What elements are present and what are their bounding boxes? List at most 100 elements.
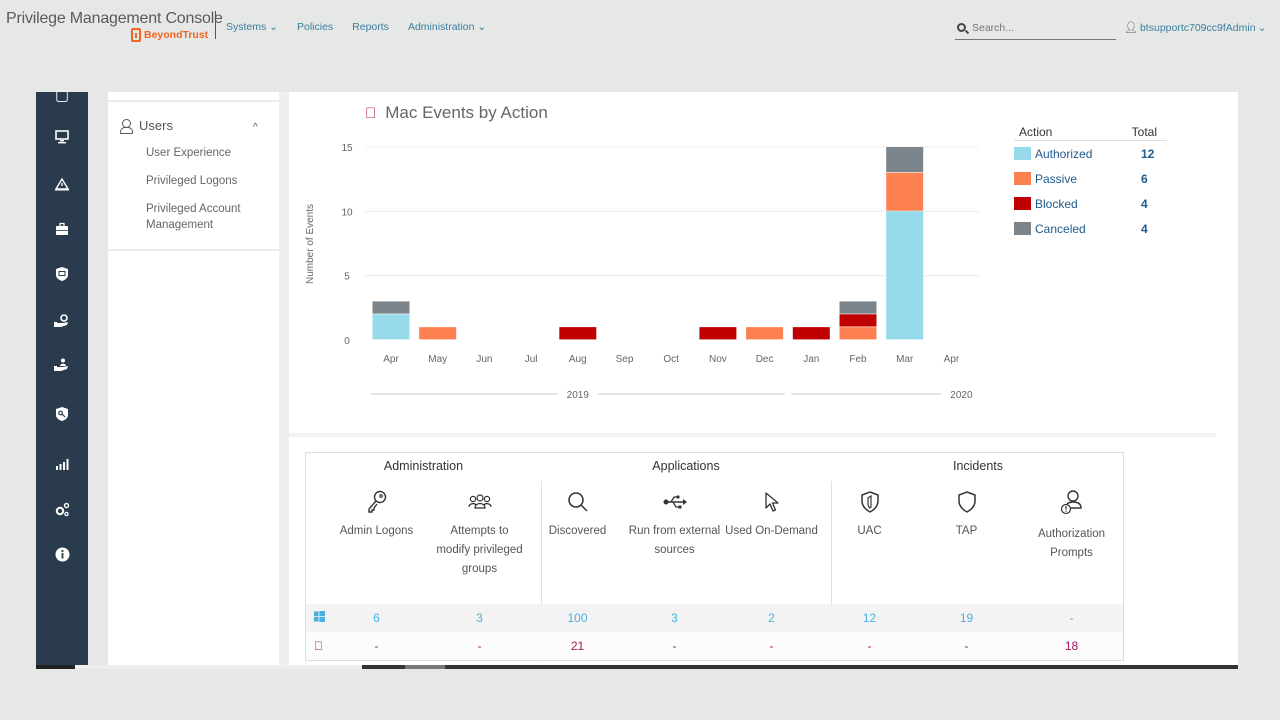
nav-policies[interactable]: Policies	[296, 21, 334, 33]
x-tick-label: Nov	[709, 354, 727, 365]
metric-uac[interactable]: UAC	[822, 489, 917, 541]
metric-authorization-prompts[interactable]: Authorization Prompts	[1024, 489, 1119, 563]
group-icon	[432, 489, 527, 515]
mac-value[interactable]: -	[867, 639, 872, 653]
nav-administration[interactable]: Administration ⌄	[407, 21, 487, 33]
group-applications: Applications	[652, 459, 720, 473]
briefcase-icon[interactable]	[36, 222, 88, 242]
windows-value[interactable]: 3	[671, 611, 678, 625]
mac-value[interactable]: -	[769, 639, 774, 653]
x-tick-label: Feb	[849, 354, 867, 365]
nav-reports[interactable]: Reports	[352, 21, 389, 33]
search-input[interactable]	[972, 21, 1102, 34]
computer-icon[interactable]	[36, 130, 88, 150]
main-content:  Mac Events by Action 0 5 10 15 Number of E…	[289, 92, 1238, 665]
search-box[interactable]	[955, 16, 1116, 40]
hand-user-icon[interactable]	[36, 358, 88, 378]
mac-value[interactable]: 18	[1064, 639, 1079, 653]
users-section-title: Users	[139, 118, 173, 133]
windows-value[interactable]: 19	[959, 611, 974, 625]
windows-value[interactable]: 2	[768, 611, 775, 625]
user-menu[interactable]: 👤︎ btsupportc709cc9fAdmin ⌄	[1124, 21, 1267, 35]
bar-segment-authorized	[372, 314, 410, 340]
metric-label: TAP	[955, 525, 978, 537]
mac-value[interactable]: -	[374, 639, 379, 653]
year-label: 2019	[567, 390, 590, 401]
legend-item-canceled[interactable]: Canceled 4	[1014, 216, 1167, 241]
x-tick-label: Apr	[944, 354, 960, 365]
nav-pam-line1: Privileged Account	[146, 203, 241, 215]
horizontal-scrollbar[interactable]	[362, 665, 1238, 669]
bar-segment-passive	[886, 172, 924, 211]
nav-systems[interactable]: Systems ⌄	[226, 21, 278, 33]
metric-used-on-demand[interactable]: Used On-Demand	[724, 489, 819, 541]
bar-segment-blocked	[792, 327, 830, 340]
bar-segment-passive	[419, 327, 457, 340]
chevron-up-icon[interactable]: ^	[253, 122, 258, 133]
legend-item-passive[interactable]: Passive 6	[1014, 166, 1167, 191]
metric-label: UAC	[857, 525, 882, 537]
user-name[interactable]: btsupportc709cc9fAdmin	[1139, 21, 1256, 34]
home-icon[interactable]: ▢	[54, 87, 70, 104]
scrollbar-thumb[interactable]	[405, 665, 445, 669]
shield-key-icon[interactable]	[36, 406, 88, 428]
metric-label: Discovered	[548, 525, 607, 537]
legend-item-blocked[interactable]: Blocked 4	[1014, 191, 1167, 216]
nav-privileged-account-management[interactable]: Privileged Account Management	[146, 201, 241, 233]
chevron-down-icon: ⌄	[1257, 21, 1267, 34]
metric-tap[interactable]: TAP	[919, 489, 1014, 541]
windows-value[interactable]: 12	[862, 611, 877, 625]
beyondtrust-logo-icon	[131, 28, 141, 42]
chart-title-text: Mac Events by Action	[374, 103, 548, 122]
usb-icon	[627, 489, 722, 515]
uac-shield-icon	[822, 489, 917, 515]
y-tick-label: 0	[344, 336, 350, 347]
metric-admin-logons[interactable]: Admin Logons	[329, 489, 424, 541]
legend-item-authorized[interactable]: Authorized 12	[1014, 141, 1167, 166]
brand-name: BeyondTrust	[144, 29, 209, 41]
y-tick-label: 5	[344, 272, 350, 283]
scrollbar-track-left	[36, 665, 75, 669]
windows-value[interactable]: 6	[373, 611, 380, 625]
windows-value[interactable]: -	[1069, 611, 1074, 625]
mac-value[interactable]: 21	[570, 639, 585, 653]
brand-logo: BeyondTrust	[131, 28, 208, 42]
nav-user-experience[interactable]: User Experience	[146, 147, 232, 159]
legend-total: 6	[1141, 171, 1148, 186]
x-tick-label: Oct	[663, 354, 679, 365]
shield-app-icon[interactable]	[36, 266, 88, 288]
mac-row:  - - 21 - - - - 18	[306, 632, 1123, 660]
metric-attempts-to-modify-privileged-groups[interactable]: Attempts to modify privileged groups	[432, 489, 527, 579]
mac-value[interactable]: -	[477, 639, 482, 653]
key-icon	[329, 489, 424, 515]
x-tick-label: Dec	[756, 354, 774, 365]
x-tick-label: Jan	[803, 354, 819, 365]
users-section-header[interactable]: Users	[120, 118, 173, 134]
warning-icon[interactable]	[36, 177, 88, 198]
windows-value[interactable]: 100	[567, 611, 588, 625]
hand-gear-icon[interactable]	[36, 314, 88, 334]
metric-discovered[interactable]: Discovered	[530, 489, 625, 541]
windows-value[interactable]: 3	[476, 611, 483, 625]
settings-icon[interactable]	[36, 502, 88, 523]
mac-value[interactable]: -	[672, 639, 677, 653]
analytics-icon[interactable]	[36, 456, 88, 476]
main-nav: Systems ⌄ Policies Reports Administratio…	[226, 21, 486, 33]
chart-title:  Mac Events by Action	[365, 103, 548, 123]
metric-run-from-external-sources[interactable]: Run from external sources	[627, 489, 722, 560]
search-icon	[530, 489, 625, 515]
legend-total: 4	[1141, 196, 1148, 211]
metric-label: Authorization Prompts	[1037, 528, 1106, 559]
y-axis-label: Number of Events	[305, 204, 316, 284]
nav-privileged-logons[interactable]: Privileged Logons	[146, 175, 238, 187]
x-tick-label: Jun	[476, 354, 492, 365]
mac-value[interactable]: -	[964, 639, 969, 653]
nav-pam-line2: Management	[146, 219, 214, 231]
column-divider	[541, 481, 542, 662]
legend-header: Action Total	[1014, 125, 1167, 141]
y-tick-label: 15	[341, 143, 353, 154]
metric-label: Used On-Demand	[725, 525, 818, 537]
panel-top-section	[108, 92, 279, 102]
info-icon[interactable]	[36, 547, 88, 568]
user-alert-icon	[1024, 489, 1119, 515]
